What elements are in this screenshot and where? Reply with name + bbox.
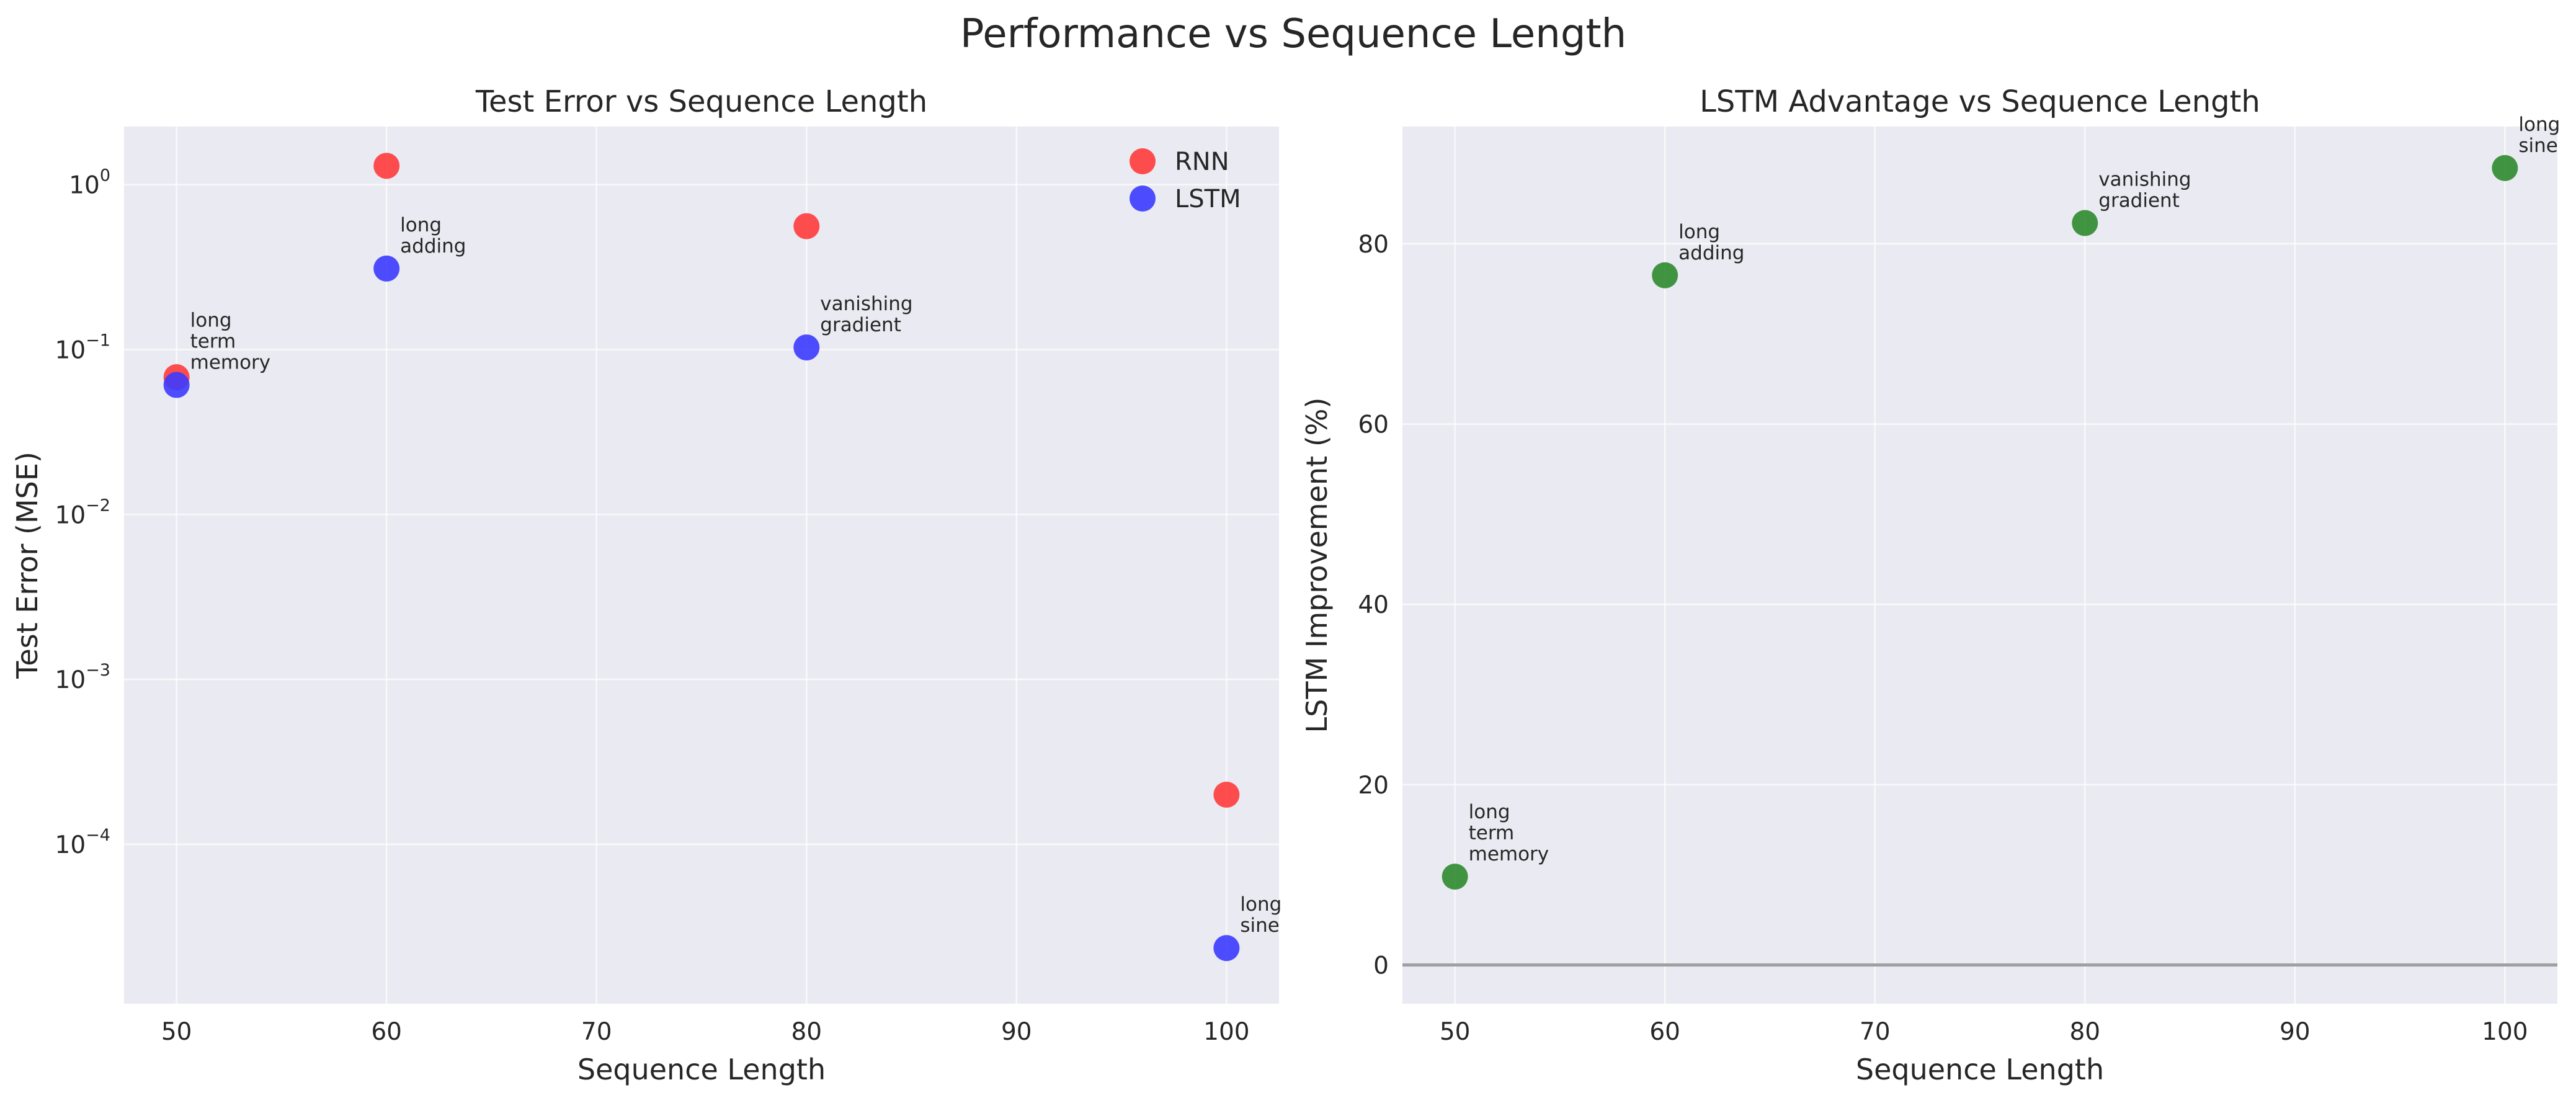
right-point-series0 — [2072, 210, 2098, 236]
right-x-tick-label: 60 — [1649, 1018, 1680, 1046]
left-x-tick-label: 100 — [1203, 1018, 1249, 1046]
right-x-tick-label: 80 — [2069, 1018, 2100, 1046]
left-point-rnn — [373, 153, 400, 179]
left-x-tick-label: 90 — [1001, 1018, 1032, 1046]
left-point-lstm — [373, 255, 400, 282]
left-x-tick-label: 80 — [791, 1018, 822, 1046]
left-y-tick-label: 10−3 — [55, 661, 110, 694]
right-ticks: 50 60 70 80 90 100 0 20 40 60 80 — [1358, 231, 2528, 1046]
figure-title: Performance vs Sequence Length — [960, 11, 1626, 57]
left-ticks: 50 60 70 80 90 100 10−4 10−3 10−2 10−1 100 — [55, 166, 1250, 1046]
left-chart-title: Test Error vs Sequence Length — [475, 84, 927, 119]
left-y-tick-label: 10−2 — [55, 496, 110, 529]
right-y-axis-label: LSTM Improvement (%) — [1300, 398, 1334, 733]
legend-marker-rnn — [1130, 148, 1156, 174]
left-x-tick-label: 70 — [581, 1018, 612, 1046]
left-x-axis-label: Sequence Length — [577, 1053, 826, 1086]
left-point-annotation: long sine — [1240, 893, 1281, 937]
right-x-axis-label: Sequence Length — [1856, 1053, 2104, 1086]
left-x-tick-label: 60 — [371, 1018, 402, 1046]
left-x-tick-label: 50 — [161, 1018, 192, 1046]
left-y-tick-label: 10−4 — [55, 826, 110, 859]
right-point-annotation: long adding — [1678, 221, 1744, 264]
left-point-lstm — [1213, 935, 1240, 962]
right-chart-panel: long term memory long adding vanishing gradien… — [1300, 84, 2560, 1086]
right-point-annotation: long term memory — [1469, 801, 1549, 865]
left-point-rnn — [1213, 782, 1240, 808]
left-y-axis-label: Test Error (MSE) — [11, 452, 44, 679]
right-x-tick-label: 90 — [2280, 1018, 2311, 1046]
right-point-series0 — [1652, 262, 1678, 288]
left-legend: RNN LSTM — [1130, 148, 1241, 213]
legend-label-lstm: LSTM — [1175, 185, 1241, 213]
left-point-annotation: long term memory — [190, 310, 271, 374]
right-chart-title: LSTM Advantage vs Sequence Length — [1700, 84, 2260, 119]
right-x-tick-label: 70 — [1860, 1018, 1891, 1046]
left-y-tick-label: 100 — [69, 166, 110, 200]
left-chart-panel: long term memory long adding vanishing gradien… — [11, 84, 1281, 1086]
left-point-annotation: vanishing gradient — [820, 293, 912, 336]
left-point-lstm — [793, 334, 820, 361]
right-plot-area — [1402, 127, 2557, 1004]
left-point-lstm — [163, 372, 190, 398]
right-y-tick-label: 40 — [1358, 591, 1389, 619]
legend-marker-lstm — [1130, 185, 1156, 212]
right-point-series0 — [1442, 864, 1468, 890]
right-y-tick-label: 0 — [1373, 952, 1389, 980]
left-marks: long term memory long adding vanishing gradien… — [163, 153, 1281, 962]
right-y-tick-label: 80 — [1358, 231, 1389, 259]
right-point-series0 — [2492, 154, 2518, 181]
left-point-annotation: long adding — [400, 214, 466, 257]
right-y-tick-label: 60 — [1358, 411, 1389, 439]
right-x-tick-label: 100 — [2482, 1018, 2528, 1046]
right-marks: long term memory long adding vanishing gradien… — [1402, 114, 2560, 967]
right-point-annotation: vanishing gradient — [2098, 168, 2191, 212]
right-point-annotation: long sine — [2518, 114, 2560, 157]
left-y-tick-label: 10−1 — [55, 331, 110, 364]
legend-label-rnn: RNN — [1175, 148, 1229, 176]
left-point-rnn — [793, 213, 820, 239]
right-x-tick-label: 50 — [1440, 1018, 1471, 1046]
left-plot-area — [124, 127, 1279, 1004]
right-y-tick-label: 20 — [1358, 772, 1389, 800]
